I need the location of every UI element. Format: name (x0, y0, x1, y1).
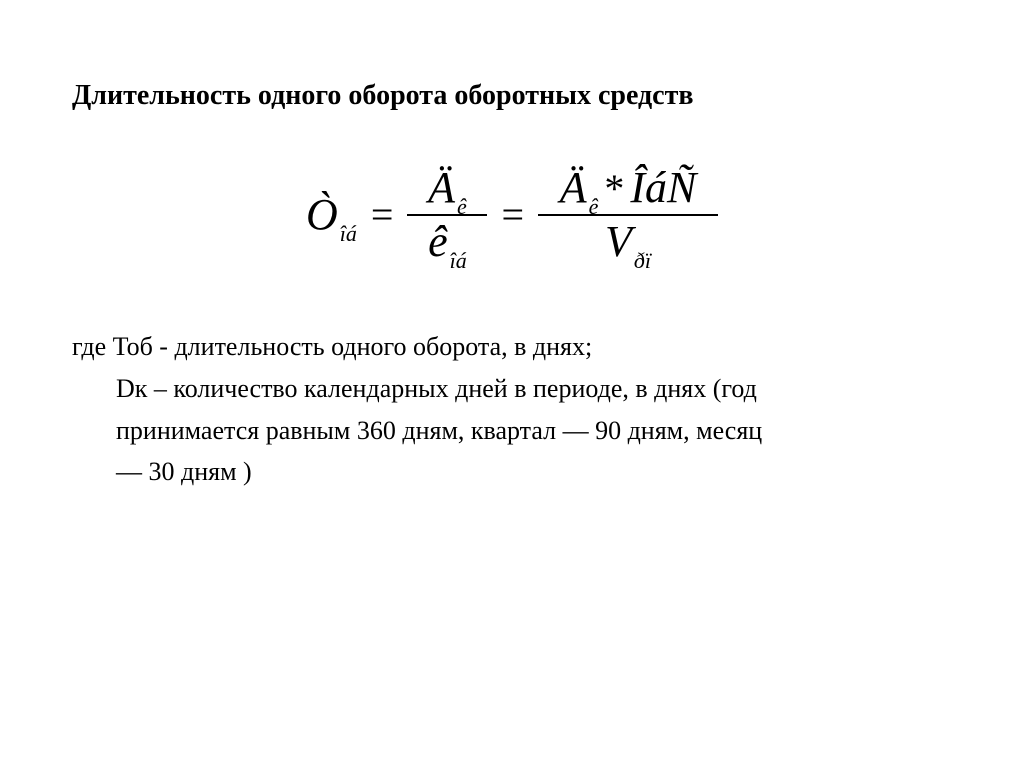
frac1-num: Ä ê (407, 162, 487, 214)
frac2-den-base: V (605, 220, 632, 264)
frac2-num: Ä ê * ÎáÑ (538, 162, 718, 214)
equals-2: = (501, 195, 524, 235)
lhs-base: Ò (306, 193, 338, 237)
page: Длительность одного оборота оборотных ср… (0, 0, 1024, 491)
formula-block: Ò îá = Ä ê ê îá = Ä ê * (72, 162, 952, 268)
fraction-1: Ä ê ê îá (407, 162, 487, 268)
equals-1: = (371, 195, 394, 235)
frac2-den: V ðï (538, 214, 718, 268)
formula-lhs: Ò îá (306, 193, 357, 237)
lhs-sub: îá (340, 223, 357, 245)
frac2-den-sub: ðï (634, 250, 651, 272)
page-title: Длительность одного оборота оборотных ср… (72, 78, 952, 114)
frac1-den: ê îá (407, 214, 487, 268)
frac1-den-base: ê (428, 220, 448, 264)
desc-line-2a: Dк – количество календарных дней в перио… (72, 370, 952, 408)
frac1-num-base: Ä (428, 166, 455, 210)
fraction-2: Ä ê * ÎáÑ V ðï (538, 162, 718, 268)
desc-line-2b: принимается равным 360 дням, квартал — 9… (72, 412, 952, 450)
frac1-num-sub: ê (457, 196, 467, 218)
frac1-den-sub: îá (450, 250, 467, 272)
frac2-num-t2-base: ÎáÑ (630, 166, 696, 210)
frac2-num-t1-base: Ä (560, 166, 587, 210)
frac2-num-t1-sub: ê (589, 196, 599, 218)
formula: Ò îá = Ä ê ê îá = Ä ê * (306, 162, 718, 268)
frac2-num-op: * (604, 169, 624, 209)
desc-line-1: где Тоб - длительность одного оборота, в… (72, 328, 952, 366)
description: где Тоб - длительность одного оборота, в… (72, 328, 952, 491)
desc-line-2c: — 30 дням ) (72, 453, 952, 491)
